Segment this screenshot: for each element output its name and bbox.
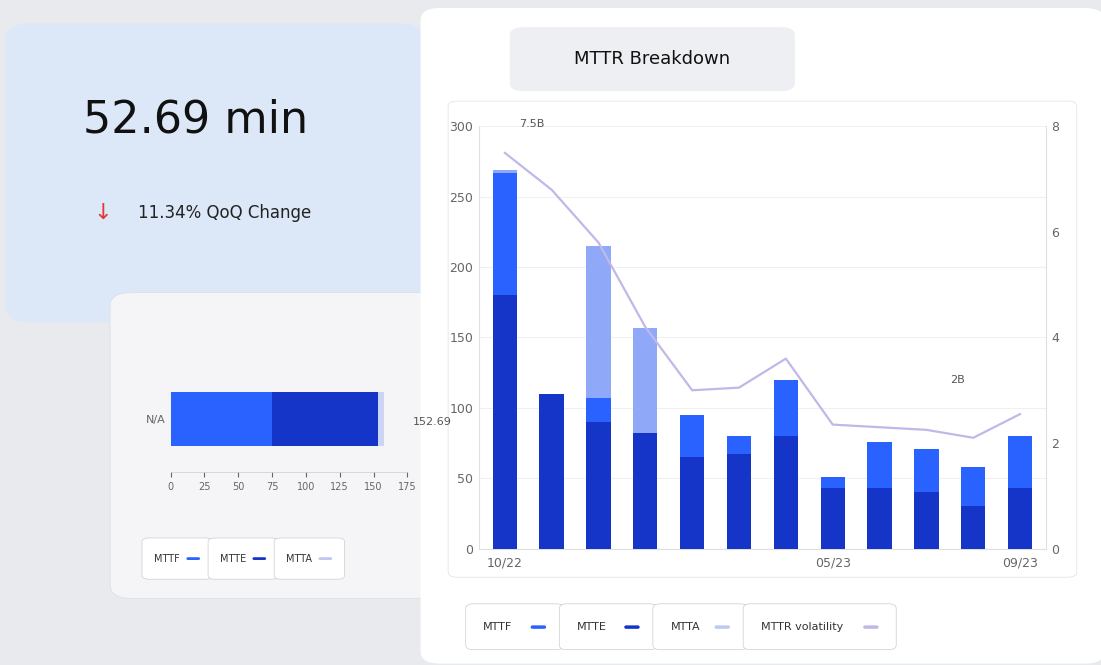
Bar (868, 442, 892, 488)
Bar (586, 422, 611, 549)
Bar (1009, 436, 1033, 488)
Bar (633, 433, 657, 549)
Text: MTTF: MTTF (154, 553, 179, 564)
Bar (171, 392, 272, 446)
Bar (961, 507, 985, 549)
Bar (539, 394, 564, 549)
Bar (680, 415, 705, 457)
Bar (680, 457, 705, 549)
Bar (633, 328, 657, 433)
FancyBboxPatch shape (743, 604, 896, 650)
FancyBboxPatch shape (559, 604, 657, 650)
Text: 52.69 min: 52.69 min (83, 98, 307, 141)
FancyBboxPatch shape (421, 8, 1101, 664)
Bar (171, 392, 384, 446)
Bar (961, 467, 985, 507)
Bar (774, 436, 798, 549)
Text: 11.34% QoQ Change: 11.34% QoQ Change (138, 203, 310, 222)
FancyBboxPatch shape (466, 604, 564, 650)
Bar (272, 392, 378, 446)
Bar (1009, 488, 1033, 549)
Bar (868, 488, 892, 549)
Text: MTTR volatility: MTTR volatility (761, 622, 843, 632)
Text: ↓: ↓ (94, 203, 112, 223)
Text: 2B: 2B (950, 375, 964, 385)
FancyBboxPatch shape (448, 101, 1077, 577)
Text: MTTF: MTTF (483, 622, 513, 632)
Bar (914, 492, 939, 549)
FancyBboxPatch shape (653, 604, 748, 650)
Bar (727, 454, 751, 549)
FancyBboxPatch shape (6, 23, 424, 323)
Bar (492, 295, 516, 549)
Bar (586, 246, 611, 398)
Text: 152.69: 152.69 (413, 417, 451, 428)
Text: MTTE: MTTE (220, 553, 247, 564)
Bar (820, 477, 844, 488)
Text: MTTA: MTTA (286, 553, 313, 564)
FancyBboxPatch shape (110, 293, 473, 598)
FancyBboxPatch shape (274, 538, 345, 579)
Text: MTTR Breakdown: MTTR Breakdown (574, 50, 730, 68)
Bar (586, 398, 611, 422)
FancyBboxPatch shape (510, 27, 795, 91)
Text: MTTE: MTTE (577, 622, 607, 632)
Bar (727, 436, 751, 454)
Bar (774, 380, 798, 436)
Bar (820, 488, 844, 549)
Bar (914, 449, 939, 492)
Bar (492, 170, 516, 173)
Bar (492, 173, 516, 295)
Text: 7.5B: 7.5B (519, 120, 544, 130)
FancyBboxPatch shape (142, 538, 212, 579)
Text: MTTA: MTTA (671, 622, 700, 632)
FancyBboxPatch shape (208, 538, 279, 579)
